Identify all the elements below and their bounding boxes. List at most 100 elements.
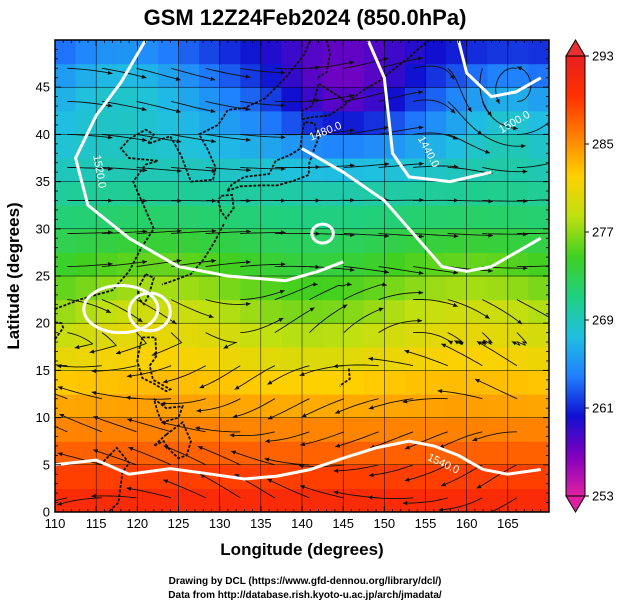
field-cell — [75, 63, 97, 88]
streamline — [516, 265, 549, 268]
field-cell — [219, 299, 241, 324]
streamline — [482, 299, 523, 325]
field-cell — [55, 464, 77, 489]
field-cell — [281, 252, 303, 277]
streamline — [402, 497, 448, 504]
streamline-arrow — [107, 135, 113, 140]
field-cell — [96, 181, 118, 206]
field-cell — [260, 323, 282, 348]
field-cell — [466, 110, 488, 135]
field-cell — [240, 40, 262, 65]
field-cell — [404, 370, 427, 395]
streamline — [335, 398, 379, 414]
field-cell — [199, 346, 221, 371]
streamline — [447, 332, 464, 346]
streamline — [266, 478, 310, 499]
chart-title: GSM 12Z24Feb2024 (850.0hPa) — [144, 5, 467, 30]
streamline-arrow — [557, 159, 562, 163]
field-cell — [219, 205, 241, 230]
field-cell — [281, 464, 303, 489]
field-cell — [322, 205, 344, 230]
streamline — [91, 495, 137, 499]
streamline-arrow — [298, 463, 304, 469]
streamline — [367, 496, 414, 500]
y-tick-label: 0 — [43, 505, 50, 520]
streamline — [197, 445, 241, 466]
streamline — [136, 230, 182, 234]
streamline-arrow — [141, 106, 147, 112]
field-cell — [137, 134, 159, 159]
field-cell — [116, 87, 138, 112]
streamline-arrow — [452, 302, 458, 308]
field-cell — [446, 110, 468, 135]
streamline — [170, 299, 214, 318]
field-cell — [240, 134, 262, 159]
streamline-arrow — [484, 314, 490, 319]
streamline-arrow — [24, 510, 29, 514]
field-cell — [507, 63, 529, 88]
field-cell — [157, 87, 180, 112]
coast-micronesia — [339, 368, 351, 387]
field-cell — [178, 110, 200, 135]
field-cell — [157, 370, 180, 395]
streamline-arrow — [280, 103, 286, 108]
height-contour — [74, 40, 344, 283]
field-cell — [404, 252, 427, 277]
field-cell — [446, 346, 468, 371]
field-cell — [116, 134, 138, 159]
streamline-arrow — [476, 484, 482, 489]
field-cell — [384, 228, 406, 253]
x-tick-label: 120 — [126, 516, 148, 531]
field-cell — [199, 205, 221, 230]
streamline — [343, 233, 390, 237]
field-cell — [425, 205, 447, 230]
field-cell — [260, 181, 282, 206]
streamline-arrow — [93, 449, 99, 454]
streamline-arrow — [208, 313, 214, 319]
field-cell — [137, 488, 159, 512]
streamline-arrow — [402, 500, 408, 506]
field-cell — [199, 370, 221, 395]
field-cell — [116, 158, 138, 183]
streamline — [413, 99, 456, 114]
streamline — [101, 100, 147, 111]
streamline-arrow — [107, 262, 113, 267]
field-cell — [487, 63, 509, 88]
streamline-arrow — [115, 350, 121, 355]
field-cell — [260, 488, 282, 512]
streamline — [240, 317, 284, 334]
field-cell — [507, 158, 529, 183]
x-tick-label: 165 — [497, 516, 519, 531]
field-cell — [116, 394, 138, 419]
streamline — [101, 67, 147, 79]
field-cell — [55, 299, 77, 324]
field-cell — [199, 299, 221, 324]
streamline-arrow — [335, 409, 341, 414]
field-cell — [466, 134, 488, 159]
y-axis-label: Latitude (degrees) — [4, 202, 23, 349]
streamline-arrow — [56, 363, 62, 369]
field-cell — [281, 488, 303, 512]
field-cell — [157, 441, 180, 466]
streamline — [402, 398, 448, 403]
field-cell — [240, 252, 262, 277]
streamline-arrow — [175, 76, 181, 81]
coast-luzon — [136, 336, 173, 393]
field-cell — [343, 346, 365, 371]
field-cell — [507, 346, 529, 371]
x-tick-label: 110 — [45, 516, 66, 531]
field-cell — [199, 488, 221, 512]
field-cell — [55, 63, 77, 88]
y-tick-label: 25 — [36, 269, 50, 284]
field-cell — [137, 63, 159, 88]
field-cell — [343, 252, 365, 277]
field-cell — [384, 158, 406, 183]
streamline — [205, 230, 251, 234]
streamline-arrow — [418, 125, 424, 130]
coast-hokkaido — [301, 81, 349, 121]
coast-mindanao — [153, 420, 192, 460]
streamline-arrow — [26, 412, 31, 416]
streamline-arrow — [441, 343, 447, 348]
field-cell — [507, 276, 529, 301]
field-cell — [55, 276, 77, 301]
